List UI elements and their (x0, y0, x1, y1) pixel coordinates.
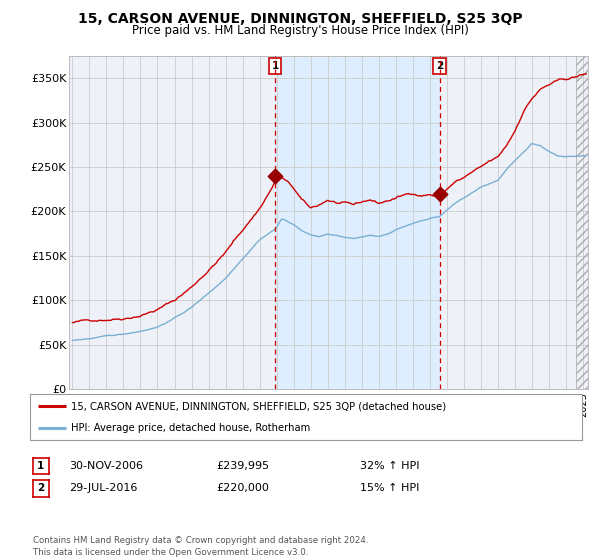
Text: £239,995: £239,995 (216, 461, 269, 471)
Bar (275, 56, 440, 389)
Bar (576, 56, 588, 389)
Text: 32% ↑ HPI: 32% ↑ HPI (360, 461, 419, 471)
Text: Contains HM Land Registry data © Crown copyright and database right 2024.
This d: Contains HM Land Registry data © Crown c… (33, 536, 368, 557)
Text: 29-JUL-2016: 29-JUL-2016 (69, 483, 137, 493)
Text: 1: 1 (272, 61, 279, 71)
Text: £220,000: £220,000 (216, 483, 269, 493)
Text: 15, CARSON AVENUE, DINNINGTON, SHEFFIELD, S25 3QP (detached house): 15, CARSON AVENUE, DINNINGTON, SHEFFIELD… (71, 401, 446, 411)
Text: 2: 2 (37, 483, 44, 493)
Bar (440, 56, 588, 389)
Point (435, 189, 445, 198)
Text: HPI: Average price, detached house, Rotherham: HPI: Average price, detached house, Roth… (71, 423, 311, 433)
Text: 1: 1 (37, 461, 44, 471)
Text: 15% ↑ HPI: 15% ↑ HPI (360, 483, 419, 493)
Text: 2: 2 (436, 61, 443, 71)
Text: Price paid vs. HM Land Registry's House Price Index (HPI): Price paid vs. HM Land Registry's House … (131, 24, 469, 37)
Text: 15, CARSON AVENUE, DINNINGTON, SHEFFIELD, S25 3QP: 15, CARSON AVENUE, DINNINGTON, SHEFFIELD… (77, 12, 523, 26)
Point (271, 171, 280, 180)
Text: 30-NOV-2006: 30-NOV-2006 (69, 461, 143, 471)
